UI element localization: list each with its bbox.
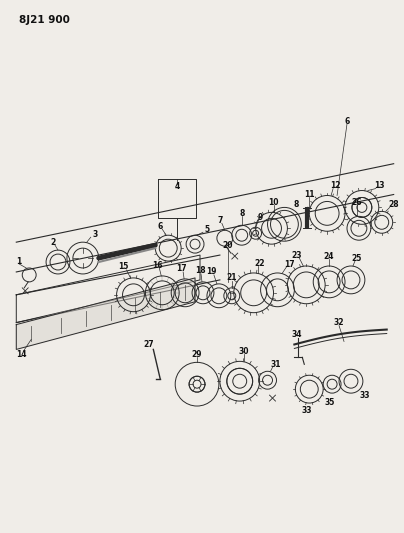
Text: 18: 18: [195, 266, 205, 276]
Text: 8J21 900: 8J21 900: [19, 15, 70, 25]
Text: 34: 34: [291, 330, 302, 339]
Text: 20: 20: [223, 240, 233, 249]
Text: 4: 4: [175, 182, 180, 191]
Text: 11: 11: [304, 190, 314, 199]
Text: 5: 5: [204, 225, 210, 234]
Text: 9: 9: [258, 213, 263, 222]
Text: 3: 3: [92, 230, 97, 239]
Text: 28: 28: [388, 200, 399, 209]
Text: 6: 6: [158, 222, 163, 231]
Text: 24: 24: [324, 252, 335, 261]
Text: 33: 33: [301, 407, 311, 416]
Text: 6: 6: [344, 117, 349, 125]
Text: 27: 27: [143, 340, 154, 349]
Text: 14: 14: [16, 350, 27, 359]
Text: 23: 23: [291, 251, 302, 260]
Text: 17: 17: [284, 260, 295, 269]
Text: 19: 19: [206, 268, 216, 277]
Text: 8: 8: [294, 200, 299, 209]
Text: 12: 12: [330, 181, 340, 190]
Text: 1: 1: [17, 256, 22, 265]
Text: 15: 15: [118, 262, 129, 271]
Text: 16: 16: [152, 261, 162, 270]
Text: 31: 31: [270, 360, 281, 369]
Text: 7: 7: [217, 216, 223, 225]
Text: 21: 21: [227, 273, 237, 282]
Text: 35: 35: [325, 398, 335, 407]
Text: 22: 22: [255, 259, 265, 268]
Text: 8: 8: [239, 209, 244, 218]
Polygon shape: [16, 278, 195, 350]
Text: 33: 33: [360, 391, 370, 400]
Text: 13: 13: [375, 181, 385, 190]
Text: 17: 17: [176, 264, 187, 273]
Text: 30: 30: [238, 347, 249, 356]
Text: 29: 29: [192, 350, 202, 359]
Text: 32: 32: [334, 318, 344, 327]
Text: 26: 26: [351, 198, 362, 207]
Text: 2: 2: [50, 238, 56, 247]
Text: 25: 25: [352, 254, 362, 263]
Text: 10: 10: [268, 198, 279, 207]
